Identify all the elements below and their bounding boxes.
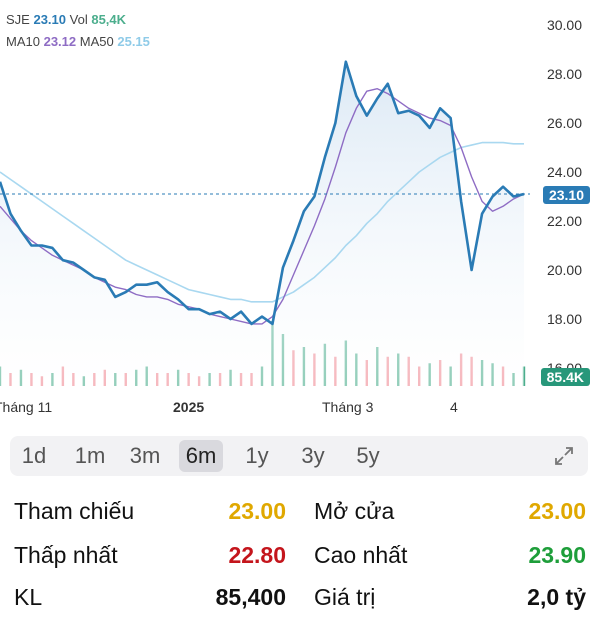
high-value: 23.90 [528, 542, 586, 568]
low-label: Thấp nhất [14, 542, 118, 568]
value-label: Giá trị [314, 584, 376, 610]
stats-row: KL 85,400 Giá trị 2,0 tỷ [0, 584, 600, 624]
x-tick-label: 2025 [173, 399, 205, 415]
expand-icon[interactable] [552, 444, 576, 468]
legend-volume: 85,4K [91, 12, 127, 27]
value-value: 2,0 tỷ [527, 584, 586, 610]
price-area [0, 61, 524, 386]
range-6m-button[interactable]: 6m [179, 440, 223, 472]
range-selector: 1d 1m 3m 6m 1y 3y 5y [10, 436, 588, 476]
y-tick-label: 24.00 [547, 164, 582, 180]
legend-price: 23.10 [33, 12, 67, 27]
ma50-value: 25.15 [117, 34, 150, 49]
stats-row: Thấp nhất 22.80 Cao nhất 23.90 [0, 542, 600, 582]
y-tick-label: 28.00 [547, 66, 582, 82]
range-1y-button[interactable]: 1y [245, 443, 269, 468]
ma10-label: MA10 [6, 34, 40, 49]
price-line [0, 60, 525, 326]
low-value: 22.80 [228, 542, 286, 568]
open-label: Mở cửa [314, 498, 395, 524]
ma50-line [0, 141, 524, 303]
y-tick-label: 30.00 [547, 17, 582, 33]
x-tick-label: Tháng 11 [0, 399, 53, 415]
ma50-label: MA50 [79, 34, 114, 49]
range-3y-button[interactable]: 3y [301, 443, 325, 468]
x-tick-label: Tháng 3 [322, 399, 374, 415]
range-1m-button[interactable]: 1m [74, 443, 106, 468]
vol-label: Vol [69, 12, 88, 27]
volume-label: KL [14, 584, 43, 610]
current-volume-tag: 85.4K [540, 368, 590, 386]
legend-line-1: SJE 23.10 Vol 85,4K [6, 12, 126, 27]
ref-label: Tham chiếu [14, 498, 135, 524]
ref-value: 23.00 [228, 498, 286, 524]
y-tick-label: 26.00 [547, 115, 582, 131]
range-5y-button[interactable]: 5y [356, 443, 380, 468]
open-value: 23.00 [528, 498, 586, 524]
high-label: Cao nhất [314, 542, 408, 568]
current-price-tag: 23.10 [542, 186, 590, 204]
y-tick-label: 20.00 [547, 262, 582, 278]
range-1d-button[interactable]: 1d [21, 443, 47, 468]
stats-row: Tham chiếu 23.00 Mở cửa 23.00 [0, 498, 600, 538]
symbol: SJE [6, 12, 30, 27]
volume-value: 85,400 [215, 584, 286, 610]
range-3m-button[interactable]: 3m [129, 443, 161, 468]
x-tick-label: 4 [450, 399, 458, 415]
y-tick-label: 18.00 [547, 311, 582, 327]
legend-line-2: MA10 23.12 MA50 25.15 [6, 34, 150, 49]
y-tick-label: 22.00 [547, 213, 582, 229]
ma10-value: 23.12 [43, 34, 77, 49]
